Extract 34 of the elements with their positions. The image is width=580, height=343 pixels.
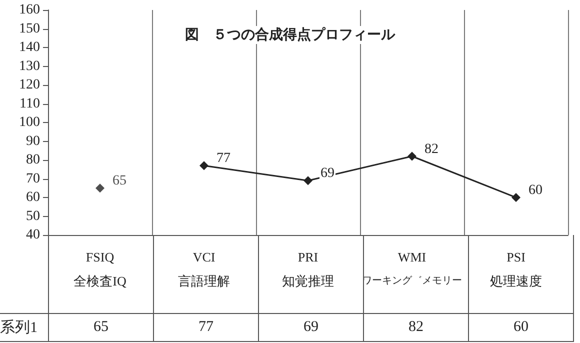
- x-tick-label: PSI 処理速度: [490, 250, 542, 288]
- y-tick-label: 100: [19, 115, 40, 130]
- y-tick-label: 40: [26, 228, 40, 242]
- x-tick-label: FSIQ 全検査IQ: [74, 250, 127, 288]
- y-tick-label: 160: [19, 2, 40, 18]
- data-label: 82: [424, 142, 438, 157]
- y-tick-label: 60: [26, 190, 40, 205]
- y-tick-label: 70: [26, 171, 40, 186]
- text: 系列1: [0, 314, 48, 342]
- y-tick-label: 90: [26, 134, 40, 149]
- data-label: 69: [320, 166, 334, 182]
- text: 60: [468, 314, 574, 342]
- y-tick-label: 50: [26, 208, 40, 224]
- text: 77: [154, 314, 258, 342]
- x-tick-label: VCI 言語理解: [178, 250, 230, 288]
- y-tick-label: 130: [19, 58, 40, 74]
- data-label: 60: [528, 183, 542, 198]
- point: [96, 184, 104, 193]
- data-label: 65: [112, 174, 126, 189]
- y-tick-label: 120: [19, 78, 40, 92]
- y-tick-label: 80: [26, 152, 40, 168]
- y-tick-label: 150: [19, 21, 40, 36]
- text: 69: [258, 314, 364, 342]
- point: [408, 152, 416, 161]
- text: 82: [364, 314, 468, 342]
- text: 図 ５つの合成得点プロフィール: [185, 26, 396, 43]
- y-tick-label: 110: [20, 96, 40, 112]
- x-tick-label: PRI 知覚推理: [282, 250, 334, 288]
- point: [200, 161, 208, 170]
- y-tick-label: 140: [19, 40, 40, 55]
- data-label: 77: [216, 151, 230, 166]
- text: 65: [48, 314, 154, 342]
- point: [304, 176, 312, 186]
- point: [512, 193, 520, 202]
